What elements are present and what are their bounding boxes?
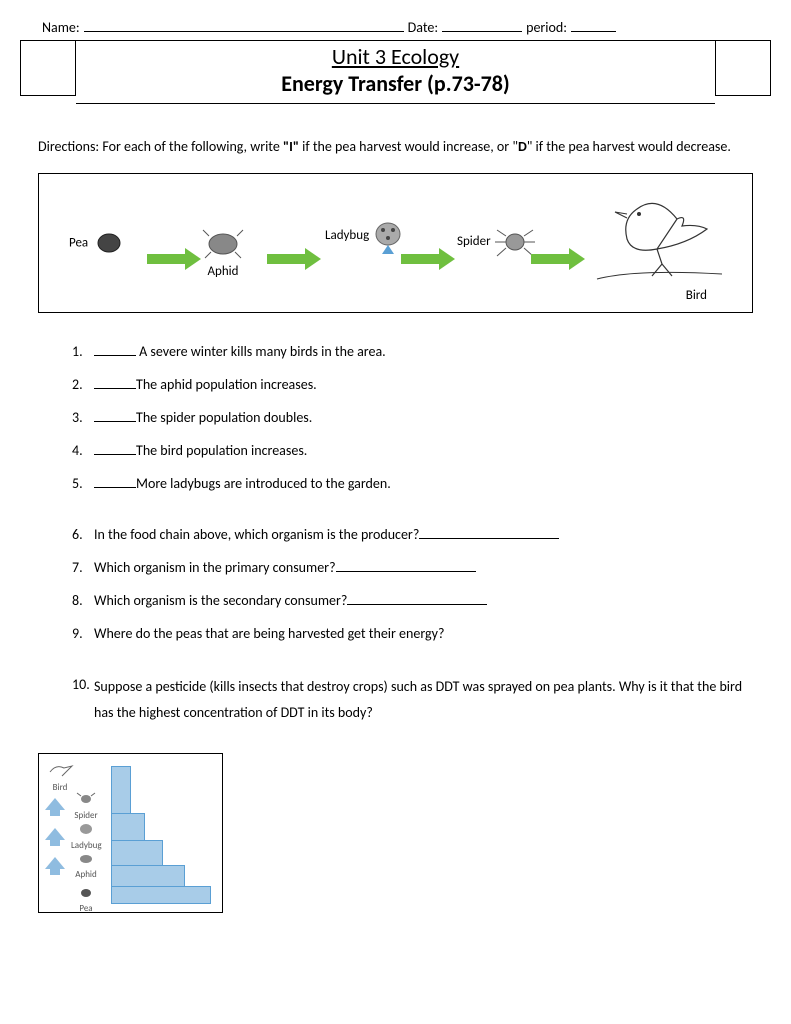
pyramid-row-bird: Bird [45,762,75,793]
answer-blank[interactable] [94,475,136,488]
answer-blank[interactable] [94,343,136,356]
bird-small-icon [46,762,74,778]
q-num: 4. [72,440,94,461]
question-8: 8. Which organism is the secondary consu… [72,590,753,611]
title-block: Unit 3 Ecology Energy Transfer (p.73-78) [38,40,753,104]
question-2: 2. The aphid population increases. [72,374,753,395]
q-text: Which organism in the primary consumer? [94,559,336,576]
q-text: The bird population increases. [136,442,307,459]
q-num: 2. [72,374,94,395]
pea-item: Pea [69,232,123,254]
pyramid-row-pea: Pea [45,886,101,914]
questions-block-1: 1. A severe winter kills many birds in t… [38,341,753,727]
py-bar [111,886,211,904]
arrow-icon [401,248,455,270]
directions-prefix: Directions: For each of the following, w… [38,138,283,155]
py-label: Ladybug [71,840,101,851]
question-7: 7. Which organism in the primary consume… [72,557,753,578]
question-9: 9. Where do the peas that are being harv… [72,623,753,644]
title-main: Unit 3 Ecology Energy Transfer (p.73-78) [76,40,715,104]
py-bar [111,766,131,814]
q-num: 9. [72,623,94,644]
q-text: More ladybugs are introduced to the gard… [136,475,391,492]
question-6: 6. In the food chain above, which organi… [72,524,753,545]
answer-blank[interactable] [94,376,136,389]
aphid-label: Aphid [201,264,245,279]
arrow-icon [147,248,201,270]
q-text: In the food chain above, which organism … [94,526,419,543]
bird-item: Bird [587,184,727,303]
pea-icon [95,232,123,254]
answer-blank[interactable] [419,526,559,539]
directions-bold-d: D [518,138,527,155]
directions-text: Directions: For each of the following, w… [38,138,753,157]
q-text: A severe winter kills many birds in the … [136,343,386,360]
q-num: 5. [72,473,94,494]
pea-small-icon [79,887,93,899]
ladybug-label: Ladybug [325,228,369,243]
directions-bold-i: "I" [283,138,299,155]
aphid-small-icon [77,853,95,865]
bird-icon [587,184,727,284]
name-blank[interactable] [84,18,404,32]
worksheet-header: Name: Date: period: [38,18,753,36]
name-label: Name: [42,19,80,36]
arrow-icon [267,248,321,270]
answer-blank[interactable] [336,559,476,572]
date-blank[interactable] [442,18,522,32]
spider-small-icon [76,792,96,806]
ladybug-item: Ladybug [325,218,405,254]
py-label: Pea [71,903,101,914]
q-text: Where do the peas that are being harvest… [94,625,444,642]
pyramid-row-aphid: Aphid [45,852,101,880]
q-text: Which organism is the secondary consumer… [94,592,347,609]
py-label: Aphid [71,869,101,880]
answer-blank[interactable] [347,592,487,605]
period-label: period: [526,19,567,36]
answer-blank[interactable] [94,409,136,422]
question-5: 5. More ladybugs are introduced to the g… [72,473,753,494]
date-label: Date: [408,19,438,36]
question-1: 1. A severe winter kills many birds in t… [72,341,753,362]
py-label: Spider [71,810,101,821]
pea-label: Pea [69,235,88,250]
title-line2: Energy Transfer (p.73-78) [76,70,715,97]
q-text: The aphid population increases. [136,376,317,393]
period-blank[interactable] [571,18,616,32]
spider-label: Spider [457,234,491,249]
aphid-icon [201,226,245,260]
title-box-left [20,40,76,96]
q-num: 1. [72,341,94,362]
directions-suffix: " if the pea harvest would decrease. [527,138,731,155]
q-text: The spider population doubles. [136,409,312,426]
pyramid-row-ladybug: Ladybug [45,822,101,851]
aphid-item: Aphid [201,226,245,279]
question-4: 4. The bird population increases. [72,440,753,461]
pyramid-bars [111,767,211,904]
q-num: 7. [72,557,94,578]
question-10: 10. Suppose a pesticide (kills insects t… [72,674,753,727]
biomagnification-pyramid: Bird Spider Ladybug Aphid Pe [38,753,223,913]
pyramid-row-spider: Spider [45,792,101,821]
py-bar [111,840,163,866]
bird-label: Bird [587,288,707,303]
food-chain-diagram: Pea Aphid Ladybug Spi [38,173,753,313]
q-num: 6. [72,524,94,545]
question-3: 3. The spider population doubles. [72,407,753,428]
ladybug-small-icon [77,822,95,836]
q-num: 3. [72,407,94,428]
directions-mid: if the pea harvest would increase, or " [299,138,518,155]
answer-blank[interactable] [94,442,136,455]
title-box-right [715,40,771,96]
q-num: 10. [72,674,94,727]
arrow-icon [531,248,585,270]
q-num: 8. [72,590,94,611]
py-bar [111,865,185,887]
py-bar [111,813,145,841]
spider-item: Spider [457,224,537,260]
q-text: Suppose a pesticide (kills insects that … [94,674,753,727]
title-line1: Unit 3 Ecology [76,43,715,70]
